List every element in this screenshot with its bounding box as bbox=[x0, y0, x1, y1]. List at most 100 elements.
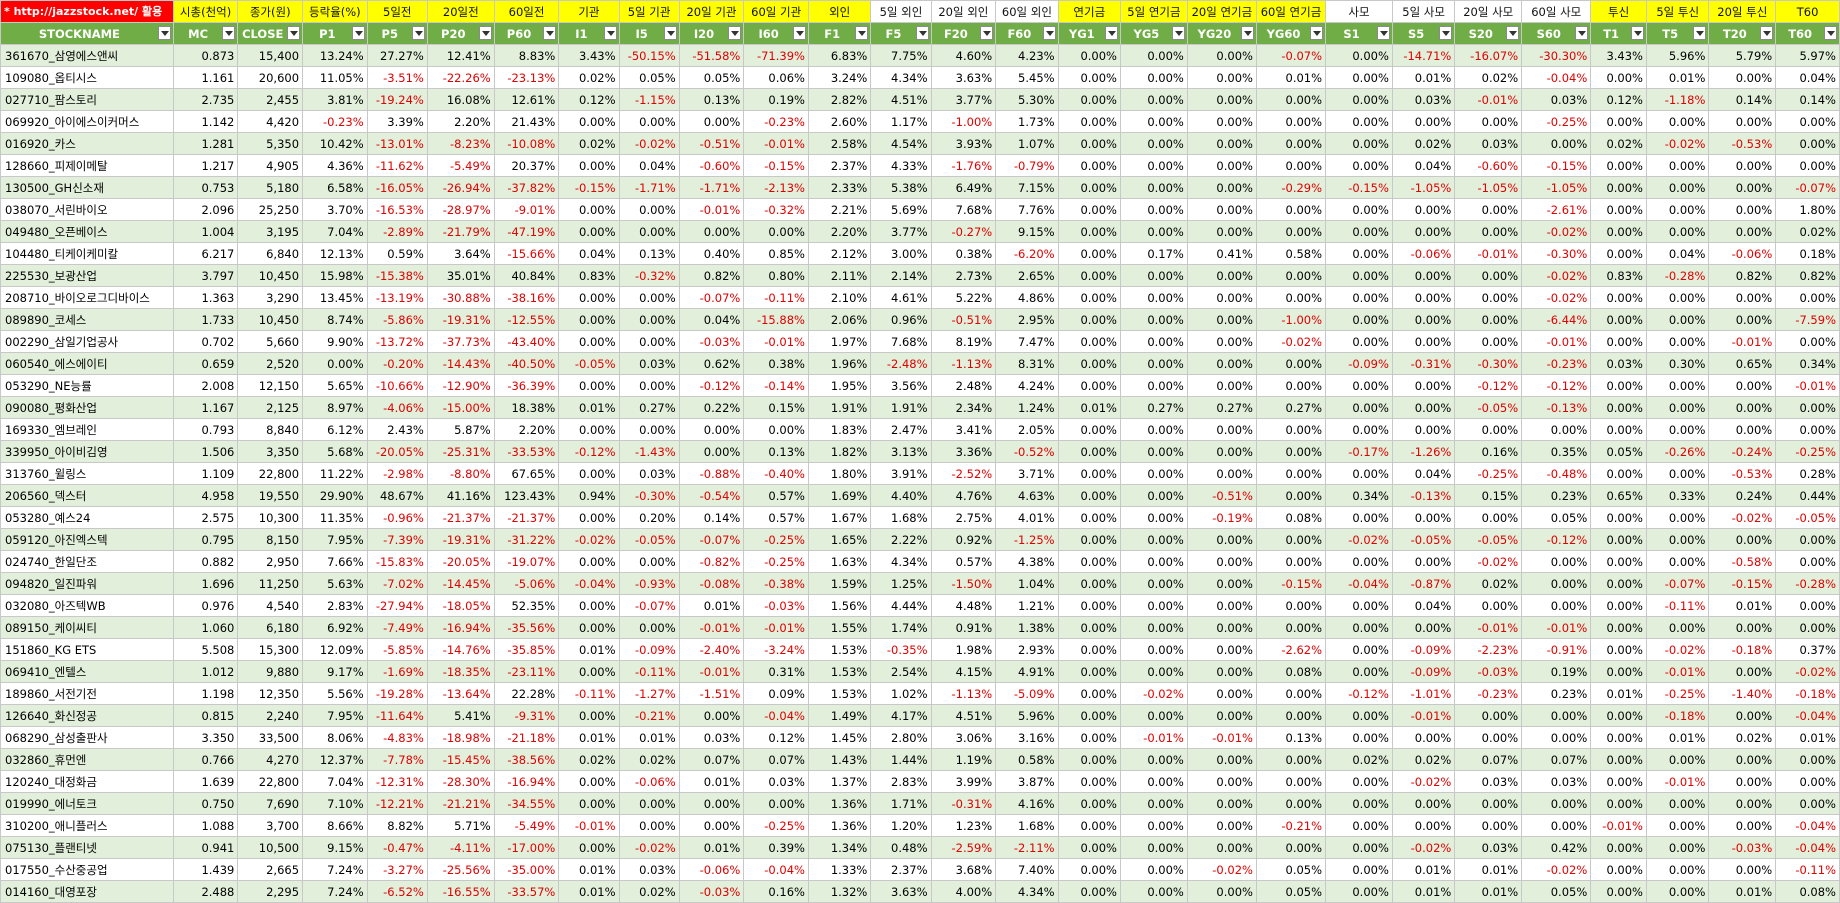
value-cell[interactable]: 4.91% bbox=[995, 660, 1059, 683]
value-cell[interactable]: 0.00% bbox=[1708, 616, 1777, 639]
value-cell[interactable]: 2.11% bbox=[807, 264, 872, 287]
value-cell[interactable]: -2.13% bbox=[743, 176, 809, 199]
value-cell[interactable]: 0.00% bbox=[1186, 638, 1257, 661]
value-cell[interactable]: 2.93% bbox=[995, 638, 1059, 661]
value-cell[interactable]: 0.00% bbox=[1186, 814, 1257, 837]
value-cell[interactable]: 0.00% bbox=[1590, 242, 1647, 265]
value-cell[interactable]: 3.77% bbox=[870, 220, 932, 243]
value-cell[interactable]: 0.00% bbox=[743, 792, 809, 815]
value-cell[interactable]: 2.95% bbox=[995, 308, 1059, 331]
value-cell[interactable]: -0.02% bbox=[558, 528, 620, 551]
filter-dropdown-icon[interactable] bbox=[1630, 26, 1644, 40]
value-cell[interactable]: 0.22% bbox=[678, 396, 745, 419]
value-cell[interactable]: 0.00% bbox=[1645, 880, 1710, 903]
value-cell[interactable]: 0.00% bbox=[618, 330, 680, 353]
value-cell[interactable]: 0.01% bbox=[1708, 594, 1777, 617]
value-cell[interactable]: -2.61% bbox=[1521, 198, 1592, 221]
stock-name-cell[interactable]: 053280_예스24 bbox=[0, 506, 174, 529]
value-cell[interactable]: 0.00% bbox=[1775, 418, 1840, 441]
value-cell[interactable]: 5.22% bbox=[930, 286, 997, 309]
value-cell[interactable]: 0.03% bbox=[618, 462, 680, 485]
value-cell[interactable]: 0.793 bbox=[172, 418, 239, 441]
value-cell[interactable]: 0.00% bbox=[1186, 660, 1257, 683]
value-cell[interactable]: 6,180 bbox=[237, 616, 304, 639]
value-cell[interactable]: 0.00% bbox=[1521, 550, 1592, 573]
value-cell[interactable]: 9,880 bbox=[237, 660, 304, 683]
value-cell[interactable]: 0.08% bbox=[1255, 660, 1327, 683]
value-cell[interactable]: 0.00% bbox=[1391, 110, 1456, 133]
value-cell[interactable]: 0.00% bbox=[1120, 484, 1188, 507]
value-cell[interactable]: 0.00% bbox=[1590, 792, 1647, 815]
value-cell[interactable]: 5.96% bbox=[1645, 44, 1710, 67]
value-cell[interactable]: 0.00% bbox=[1645, 792, 1710, 815]
value-cell[interactable]: 0.00% bbox=[1391, 286, 1456, 309]
value-cell[interactable]: -7.02% bbox=[366, 572, 428, 595]
value-cell[interactable]: 1.142 bbox=[172, 110, 239, 133]
value-cell[interactable]: 0.06% bbox=[743, 66, 809, 89]
value-cell[interactable]: 0.08% bbox=[1255, 506, 1327, 529]
value-cell[interactable]: 0.00% bbox=[1708, 858, 1777, 881]
value-cell[interactable]: 0.00% bbox=[1057, 836, 1122, 859]
value-cell[interactable]: 8.19% bbox=[930, 330, 997, 353]
value-cell[interactable]: 0.00% bbox=[1057, 682, 1122, 705]
value-cell[interactable]: 0.04% bbox=[1391, 462, 1456, 485]
stock-name-cell[interactable]: 313760_윌링스 bbox=[0, 462, 174, 485]
value-cell[interactable]: -0.19% bbox=[1186, 506, 1257, 529]
value-cell[interactable]: -0.04% bbox=[1775, 814, 1840, 837]
value-cell[interactable]: 0.00% bbox=[1186, 176, 1257, 199]
value-cell[interactable]: -0.53% bbox=[1708, 132, 1777, 155]
value-cell[interactable]: 1.53% bbox=[807, 660, 872, 683]
value-cell[interactable]: -13.72% bbox=[366, 330, 428, 353]
stock-name-cell[interactable]: 361670_삼영에스앤씨 bbox=[0, 44, 174, 67]
value-cell[interactable]: -0.06% bbox=[678, 858, 745, 881]
value-cell[interactable]: 0.00% bbox=[1454, 286, 1523, 309]
value-cell[interactable]: -0.01% bbox=[678, 660, 745, 683]
filter-dropdown-icon[interactable] bbox=[1105, 26, 1118, 40]
value-cell[interactable]: 2.54% bbox=[870, 660, 932, 683]
stock-name-cell[interactable]: 068290_삼성출판사 bbox=[0, 726, 174, 749]
value-cell[interactable]: -0.30% bbox=[1521, 242, 1592, 265]
value-cell[interactable]: 3.39% bbox=[366, 110, 428, 133]
value-cell[interactable]: 0.27% bbox=[1186, 396, 1257, 419]
value-cell[interactable]: -0.12% bbox=[1521, 528, 1592, 551]
value-cell[interactable]: 3.56% bbox=[870, 374, 932, 397]
value-cell[interactable]: 1.53% bbox=[807, 682, 872, 705]
value-cell[interactable]: 0.02% bbox=[1708, 726, 1777, 749]
value-cell[interactable]: 0.00% bbox=[1590, 836, 1647, 859]
value-cell[interactable]: -0.03% bbox=[1454, 660, 1523, 683]
value-cell[interactable]: -0.03% bbox=[678, 880, 745, 903]
value-cell[interactable]: 2.34% bbox=[930, 396, 997, 419]
value-cell[interactable]: 0.00% bbox=[1325, 726, 1393, 749]
value-cell[interactable]: 0.01% bbox=[558, 880, 620, 903]
value-cell[interactable]: 0.00% bbox=[1325, 66, 1393, 89]
value-cell[interactable]: -0.31% bbox=[1391, 352, 1456, 375]
value-cell[interactable]: 0.00% bbox=[1391, 550, 1456, 573]
value-cell[interactable]: -0.04% bbox=[1775, 704, 1840, 727]
stock-name-cell[interactable]: 016920_카스 bbox=[0, 132, 174, 155]
value-cell[interactable]: 0.83% bbox=[558, 264, 620, 287]
value-cell[interactable]: -0.02% bbox=[1186, 858, 1257, 881]
value-cell[interactable]: 2.47% bbox=[870, 418, 932, 441]
value-cell[interactable]: 0.05% bbox=[1521, 880, 1592, 903]
value-cell[interactable]: -5.49% bbox=[493, 814, 560, 837]
value-cell[interactable]: 1.65% bbox=[807, 528, 872, 551]
value-cell[interactable]: 0.83% bbox=[1590, 264, 1647, 287]
value-cell[interactable]: -0.06% bbox=[1391, 242, 1456, 265]
value-cell[interactable]: 0.96% bbox=[870, 308, 932, 331]
value-cell[interactable]: -1.05% bbox=[1454, 176, 1523, 199]
value-cell[interactable]: 0.00% bbox=[1708, 418, 1777, 441]
value-cell[interactable]: 0.00% bbox=[1590, 396, 1647, 419]
value-cell[interactable]: 3.71% bbox=[995, 462, 1059, 485]
value-cell[interactable]: 0.00% bbox=[1454, 594, 1523, 617]
value-cell[interactable]: -0.79% bbox=[995, 154, 1059, 177]
value-cell[interactable]: 15.98% bbox=[302, 264, 368, 287]
value-cell[interactable]: 0.00% bbox=[1775, 286, 1840, 309]
value-cell[interactable]: 0.00% bbox=[1325, 704, 1393, 727]
filter-dropdown-icon[interactable] bbox=[411, 26, 425, 40]
value-cell[interactable]: 0.62% bbox=[678, 352, 745, 375]
value-cell[interactable]: 1.34% bbox=[807, 836, 872, 859]
value-cell[interactable]: -37.73% bbox=[426, 330, 495, 353]
value-cell[interactable]: 0.07% bbox=[743, 748, 809, 771]
value-cell[interactable]: 0.00% bbox=[1391, 198, 1456, 221]
value-cell[interactable]: -0.02% bbox=[1325, 528, 1393, 551]
